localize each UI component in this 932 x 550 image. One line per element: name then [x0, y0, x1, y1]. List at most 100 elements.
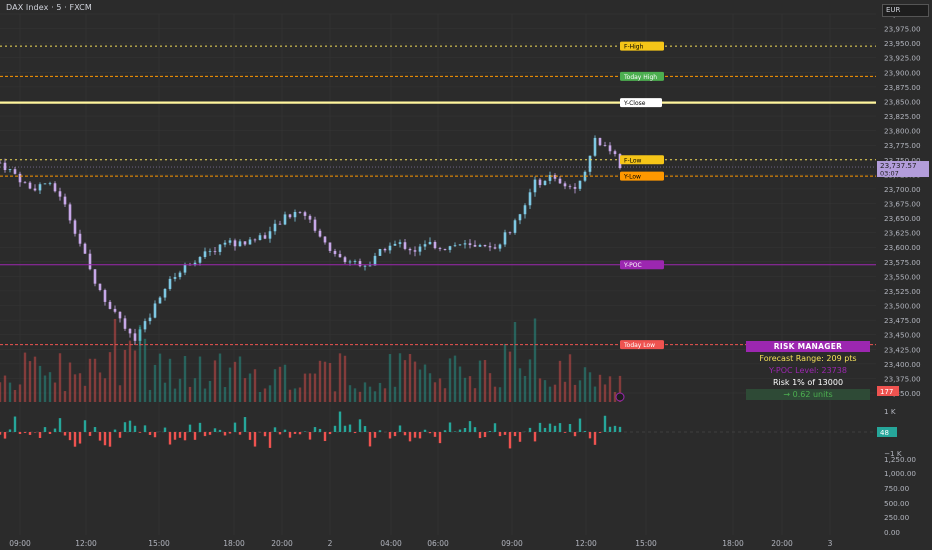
delta-bar	[353, 432, 357, 434]
delta-bar	[273, 427, 277, 432]
candle-body	[293, 211, 297, 218]
volume-bar	[423, 364, 427, 402]
candle-body	[358, 261, 362, 267]
volume-bar	[488, 373, 492, 402]
volume-bar	[578, 380, 582, 402]
volume-bar	[323, 361, 327, 402]
volume-bar	[383, 388, 387, 402]
candle-body	[348, 261, 352, 263]
price-tick-label: 23,500.00	[884, 302, 921, 311]
delta-bar	[308, 432, 312, 440]
delta-bar	[103, 432, 107, 446]
volume-bar	[608, 376, 612, 402]
delta-bar	[193, 432, 197, 440]
candle-body	[38, 184, 42, 191]
candle-body	[163, 288, 167, 298]
price-tick-label: 23,925.00	[884, 54, 921, 63]
volume-bar	[433, 382, 437, 402]
volume-bar	[438, 378, 442, 402]
volume-bar	[23, 352, 27, 402]
y-close-label-bg	[620, 98, 662, 108]
candle-body	[373, 255, 377, 266]
candle-body	[63, 196, 67, 205]
delta-bar	[563, 432, 567, 433]
candle-body	[443, 248, 447, 250]
delta-bar	[443, 430, 447, 432]
delta-bar	[573, 432, 577, 437]
price-tick-label: 23,900.00	[884, 68, 921, 77]
delta-bar	[288, 432, 292, 438]
volume-bar	[353, 388, 357, 402]
volume-bar	[298, 387, 302, 402]
candle-body	[153, 303, 157, 318]
volume-bar	[453, 355, 457, 402]
candle-body	[193, 262, 197, 266]
volume-bar	[498, 387, 502, 402]
today-high-label-text: Today High	[623, 74, 657, 81]
candle-body	[58, 191, 62, 197]
volume-bar	[208, 380, 212, 402]
volume-bar	[603, 384, 607, 402]
candle-body	[323, 236, 327, 243]
currency-button[interactable]: EUR	[882, 4, 929, 17]
time-tick-label: 15:00	[148, 539, 170, 548]
y-close-label	[620, 98, 662, 108]
volume-bar	[128, 340, 132, 402]
candle-body	[493, 247, 497, 249]
candle-body	[608, 145, 612, 152]
delta-bar	[48, 432, 52, 434]
delta-last-value: 48	[880, 429, 889, 437]
delta-bar	[508, 432, 512, 449]
y-close-label-text: Y-Close	[623, 100, 646, 107]
volume-bar	[543, 380, 547, 402]
candle-body	[408, 248, 412, 251]
volume-bar	[358, 391, 362, 402]
delta-bar	[58, 418, 62, 432]
candle-body	[168, 278, 172, 289]
delta-bar	[533, 432, 537, 442]
chart-title: DAX Index · 5 · FXCM	[6, 3, 92, 12]
price-tick-label: 23,750.00	[884, 156, 921, 165]
time-tick-label: 20:00	[771, 539, 793, 548]
y-poc-label-text: Y-POC	[623, 262, 642, 269]
delta-bar	[513, 432, 517, 437]
volume-bar	[313, 373, 317, 402]
delta-bar	[253, 432, 257, 447]
delta-bar	[173, 432, 177, 440]
delta-bar	[398, 425, 402, 432]
delta-bar	[283, 429, 287, 432]
volume-bar	[408, 354, 412, 402]
candle-body	[548, 175, 552, 181]
candle-body	[613, 151, 617, 155]
lower-axis-tick-label: 0.00	[884, 528, 900, 537]
delta-bar	[28, 432, 32, 435]
volume-bar	[28, 361, 32, 402]
f-high-label-bg	[620, 41, 664, 51]
volume-bar	[123, 349, 127, 402]
delta-bar	[53, 428, 57, 432]
delta-bar	[338, 411, 342, 432]
volume-bar	[198, 356, 202, 402]
candle-body	[53, 183, 57, 192]
price-tick-label: 23,850.00	[884, 97, 921, 106]
delta-bar	[588, 432, 592, 439]
candle-body	[238, 241, 242, 247]
delta-bar	[178, 432, 182, 438]
delta-bar	[143, 425, 147, 432]
price-tick-label: 23,350.00	[884, 389, 921, 398]
candle-body	[48, 183, 52, 185]
candle-body	[213, 251, 217, 253]
price-tick-label: 23,600.00	[884, 243, 921, 252]
time-tick-label: 04:00	[380, 539, 402, 548]
delta-bar	[38, 432, 42, 438]
candle-body	[313, 219, 317, 231]
time-tick-label: 09:00	[501, 539, 523, 548]
delta-bar	[18, 432, 22, 434]
delta-bar	[128, 420, 132, 432]
volume-bar	[33, 356, 37, 402]
volume-bar	[378, 382, 382, 402]
volume-bar	[153, 364, 157, 402]
volume-bar	[463, 377, 467, 402]
delta-bar	[98, 432, 102, 441]
